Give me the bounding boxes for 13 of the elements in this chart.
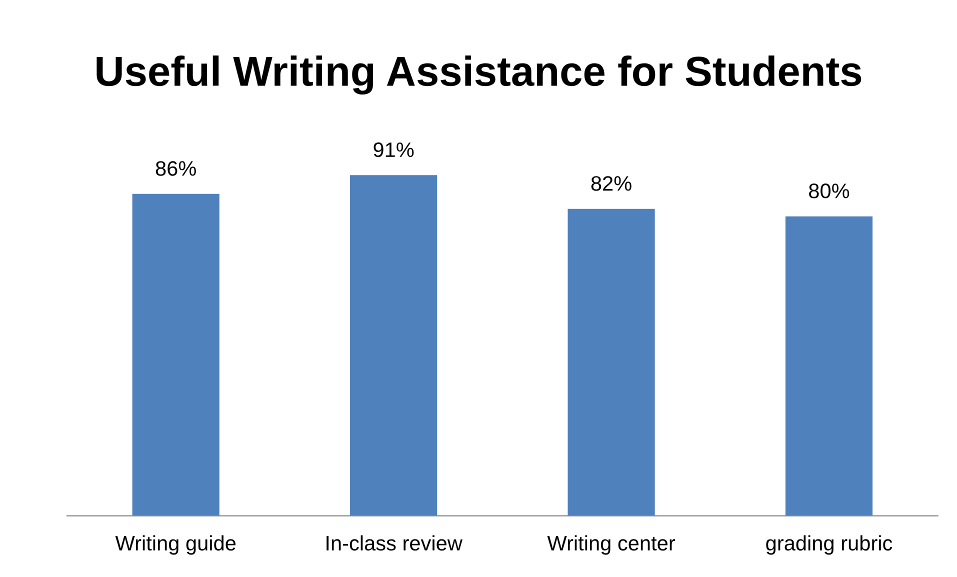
data-label: 91% xyxy=(374,142,414,158)
bar xyxy=(132,194,220,516)
bar xyxy=(785,216,873,516)
bar xyxy=(568,208,655,516)
data-label: 82% xyxy=(591,176,632,191)
x-tick-label: Writing center xyxy=(547,535,676,555)
chart-title: Useful Writing Assistance for Students xyxy=(96,56,862,95)
data-label: 86% xyxy=(156,161,196,176)
data-label: 80% xyxy=(809,184,850,198)
bar xyxy=(350,175,438,516)
x-tick-label: Writing guide xyxy=(115,535,236,555)
x-tick-label: In-class review xyxy=(326,535,463,551)
x-tick-label: grading rubric xyxy=(766,535,892,555)
